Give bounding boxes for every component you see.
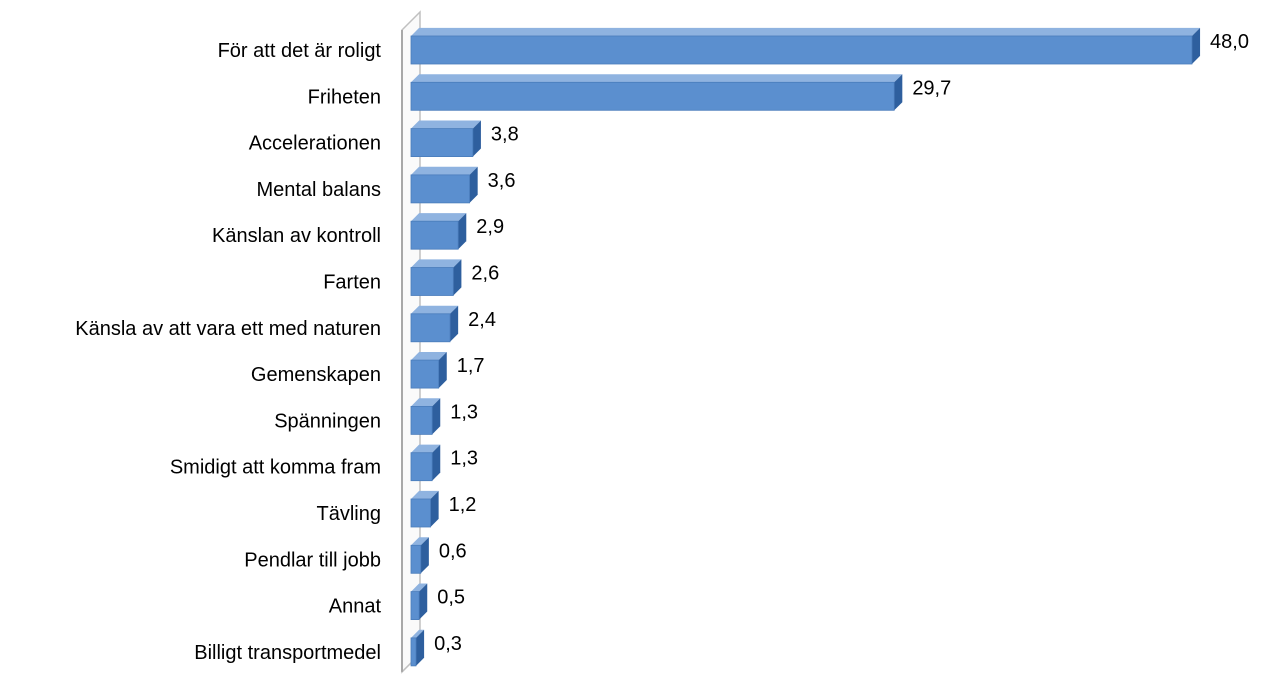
category-label: Tävling bbox=[317, 503, 381, 525]
bar-front-face bbox=[410, 359, 440, 389]
bar-top-face bbox=[411, 352, 447, 361]
bar-front-face bbox=[410, 267, 454, 296]
bar-front-face bbox=[410, 174, 470, 204]
bar bbox=[410, 398, 441, 435]
bar bbox=[410, 537, 429, 574]
bar-top-face bbox=[411, 213, 467, 222]
value-label: 2,6 bbox=[471, 263, 499, 285]
bar-side-face bbox=[894, 74, 903, 111]
value-label: 0,5 bbox=[437, 587, 465, 609]
value-label: 29,7 bbox=[912, 77, 951, 99]
value-label: 1,3 bbox=[450, 448, 478, 470]
value-label: 3,8 bbox=[491, 124, 519, 146]
bar bbox=[410, 120, 481, 158]
bar-side-face bbox=[472, 120, 481, 157]
category-label: Annat bbox=[329, 596, 382, 618]
value-label: 2,9 bbox=[476, 216, 504, 238]
bar-top-face bbox=[411, 120, 481, 129]
bar-side-face bbox=[438, 352, 447, 389]
category-label: Billigt transportmedel bbox=[194, 642, 381, 664]
category-label: Spänningen bbox=[274, 410, 381, 432]
bar-front-face bbox=[410, 313, 451, 343]
value-label: 1,2 bbox=[449, 494, 477, 516]
bar-side-face bbox=[416, 629, 425, 666]
bar-top-face bbox=[411, 583, 428, 592]
category-label: Accelerationen bbox=[249, 133, 381, 155]
bar-side-face bbox=[420, 537, 429, 574]
bar-top-face bbox=[411, 259, 462, 268]
bar bbox=[410, 213, 467, 250]
bar-top-face bbox=[411, 166, 478, 175]
bar-front-face bbox=[410, 128, 474, 158]
bar-front-face bbox=[410, 220, 459, 250]
bar-side-face bbox=[450, 305, 459, 342]
bar-front-face bbox=[410, 637, 417, 667]
category-label: Smidigt att komma fram bbox=[170, 457, 381, 479]
bar-front-face bbox=[410, 591, 420, 620]
bar-top-face bbox=[411, 490, 439, 499]
bar-side-face bbox=[1191, 27, 1201, 64]
value-label: 3,6 bbox=[488, 170, 516, 192]
bar bbox=[410, 490, 439, 528]
bar-top-face bbox=[411, 537, 429, 546]
bar-top-face bbox=[411, 27, 1201, 36]
bar bbox=[410, 629, 425, 667]
category-label: Känsla av att vara ett med naturen bbox=[75, 318, 381, 340]
value-labels: 48,0 29,7 3,8 3,6 2,9 2,6 2,4 1,7 1,3 1,3 1,2 0,6 0,… bbox=[434, 31, 1249, 655]
bar-side-face bbox=[430, 490, 439, 527]
category-label: Gemenskapen bbox=[251, 364, 381, 386]
value-label: 1,7 bbox=[457, 355, 485, 377]
category-labels: För att det är roligt Friheten Acceleratio… bbox=[75, 40, 381, 664]
category-label: Känslan av kontroll bbox=[212, 225, 381, 247]
category-label: Friheten bbox=[308, 86, 381, 108]
bar-front-face bbox=[410, 498, 431, 528]
bar bbox=[410, 583, 428, 620]
bar-side-face bbox=[432, 444, 441, 481]
category-label: Mental balans bbox=[256, 179, 381, 201]
category-label: Pendlar till jobb bbox=[244, 549, 381, 571]
value-label: 2,4 bbox=[468, 309, 496, 331]
bar-side-face bbox=[419, 583, 428, 620]
bar-top-face bbox=[411, 74, 903, 83]
value-label: 0,6 bbox=[439, 540, 467, 562]
bar bbox=[410, 305, 459, 343]
bar bbox=[410, 352, 447, 389]
bar bbox=[410, 259, 462, 296]
bar-top-face bbox=[411, 629, 425, 638]
bar-side-face bbox=[432, 398, 441, 435]
bar-side-face bbox=[469, 166, 478, 203]
bar-top-face bbox=[411, 305, 459, 314]
bar-side-face bbox=[458, 213, 467, 250]
bar-front-face bbox=[410, 35, 1193, 65]
bar-front-face bbox=[410, 81, 895, 111]
bar-front-face bbox=[410, 452, 433, 482]
category-label: För att det är roligt bbox=[218, 40, 382, 62]
bar-front-face bbox=[410, 405, 433, 435]
bar-top-face bbox=[411, 444, 441, 453]
bar bbox=[410, 74, 903, 111]
bar-side-face bbox=[453, 259, 462, 296]
bars bbox=[410, 27, 1201, 667]
bar-top-face bbox=[411, 398, 441, 407]
category-label: Farten bbox=[323, 272, 381, 294]
value-label: 1,3 bbox=[450, 401, 478, 423]
bar bbox=[410, 444, 441, 482]
bar bbox=[410, 27, 1201, 65]
bar bbox=[410, 166, 478, 204]
value-label: 48,0 bbox=[1210, 31, 1249, 53]
bar-front-face bbox=[410, 544, 422, 574]
value-label: 0,3 bbox=[434, 633, 462, 655]
